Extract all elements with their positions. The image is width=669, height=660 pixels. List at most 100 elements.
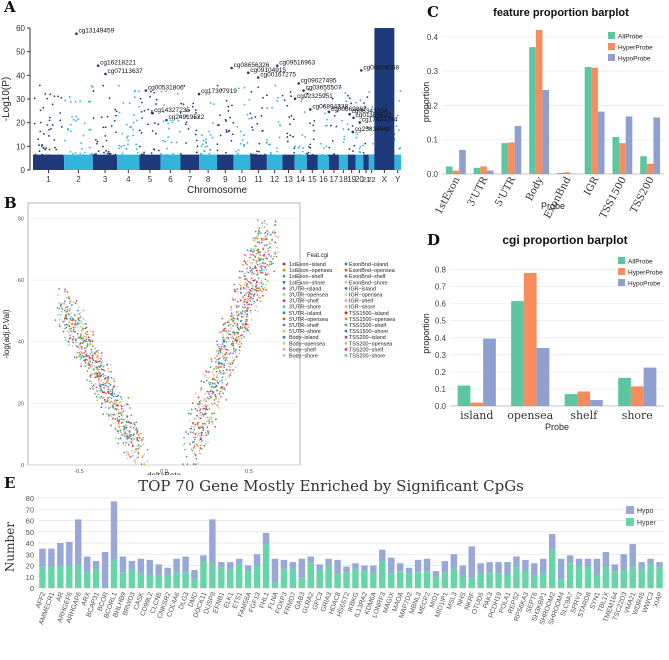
snp-point <box>399 90 402 92</box>
volcano-point <box>109 384 112 386</box>
volcano-point <box>97 349 99 352</box>
snp-point <box>184 123 187 126</box>
legend-marker <box>344 262 348 266</box>
snp-point <box>288 123 291 126</box>
volcano-point <box>104 401 107 403</box>
snp-point <box>104 126 107 128</box>
snp-point <box>270 153 273 156</box>
bar-hyper <box>39 566 46 588</box>
y-tick-label: 0 <box>30 584 34 593</box>
volcano-point <box>268 231 270 233</box>
snp-point <box>132 134 135 137</box>
volcano-point <box>252 287 255 289</box>
volcano-point <box>235 340 238 342</box>
annotated-cpg-point <box>246 71 250 75</box>
volcano-point <box>261 222 263 224</box>
volcano-point <box>265 257 267 259</box>
volcano-point <box>264 251 267 253</box>
volcano-point <box>82 337 84 340</box>
volcano-point <box>247 303 249 306</box>
volcano-point <box>84 360 86 362</box>
cpg-annotation-label: cg08656326 <box>234 62 270 69</box>
volcano-point <box>231 361 233 364</box>
snp-point <box>353 144 356 147</box>
volcano-point <box>257 277 260 280</box>
volcano-point <box>112 378 115 380</box>
snp-point <box>258 142 261 145</box>
volcano-point <box>139 432 141 435</box>
snp-point <box>289 134 292 137</box>
volcano-point <box>64 290 66 292</box>
volcano-point <box>129 435 132 438</box>
volcano-point <box>72 330 75 332</box>
snp-point <box>69 101 72 103</box>
volcano-point <box>202 415 205 418</box>
volcano-point <box>229 323 231 326</box>
volcano-point <box>85 336 87 338</box>
x-tick-label: 2 <box>76 175 81 184</box>
snp-point <box>121 132 124 135</box>
volcano-point <box>245 278 247 280</box>
volcano-point <box>252 248 255 251</box>
volcano-point <box>139 437 141 439</box>
volcano-point <box>192 431 194 434</box>
volcano-point <box>198 400 201 403</box>
volcano-point <box>277 251 279 253</box>
volcano-point <box>243 275 246 277</box>
volcano-point <box>119 401 121 403</box>
volcano-point <box>101 390 104 392</box>
volcano-point <box>223 372 225 375</box>
bar-hypo <box>191 570 198 579</box>
volcano-point <box>221 382 223 384</box>
legend-entry: ExonBnd−opensea <box>349 268 395 274</box>
volcano-point <box>107 419 110 421</box>
snp-point <box>179 152 182 155</box>
snp-point <box>237 87 240 90</box>
volcano-point <box>234 339 237 341</box>
volcano-point <box>118 438 120 440</box>
volcano-point <box>108 414 110 416</box>
volcano-point <box>82 328 84 330</box>
volcano-point <box>97 360 100 363</box>
volcano-point <box>227 337 229 339</box>
volcano-point <box>68 297 71 300</box>
volcano-point <box>96 372 99 375</box>
volcano-point <box>258 296 260 299</box>
volcano-point <box>246 329 249 331</box>
snp-point <box>286 136 289 138</box>
snp-point <box>322 147 325 150</box>
snp-point <box>178 114 181 117</box>
volcano-point <box>251 293 253 296</box>
snp-point <box>399 146 402 149</box>
volcano-point <box>236 306 238 309</box>
volcano-point <box>216 380 218 382</box>
legend-entry: TSS1500−shelf <box>349 323 387 329</box>
bar-hyper <box>379 561 386 588</box>
volcano-point <box>252 254 254 256</box>
volcano-point <box>125 424 127 427</box>
snp-point <box>298 145 301 148</box>
volcano-point <box>94 347 97 350</box>
volcano-point <box>232 325 234 327</box>
legend-marker <box>282 274 286 278</box>
volcano-point <box>100 362 102 364</box>
volcano-point <box>266 244 268 246</box>
bar-hypo <box>602 552 610 567</box>
volcano-point <box>187 433 189 435</box>
volcano-point <box>234 299 237 302</box>
volcano-point <box>203 397 206 400</box>
volcano-point <box>216 404 219 407</box>
volcano-point <box>253 250 255 252</box>
snp-point <box>96 140 99 143</box>
bar-hypo <box>173 558 180 573</box>
volcano-point <box>102 413 104 415</box>
volcano-point <box>89 358 91 361</box>
snp-point <box>256 122 259 125</box>
volcano-point <box>232 334 235 336</box>
volcano-point <box>219 347 221 350</box>
volcano-point <box>117 404 119 406</box>
bar-hyper <box>405 573 413 588</box>
volcano-point <box>79 342 82 344</box>
snp-point <box>185 121 188 124</box>
volcano-point <box>237 328 240 330</box>
